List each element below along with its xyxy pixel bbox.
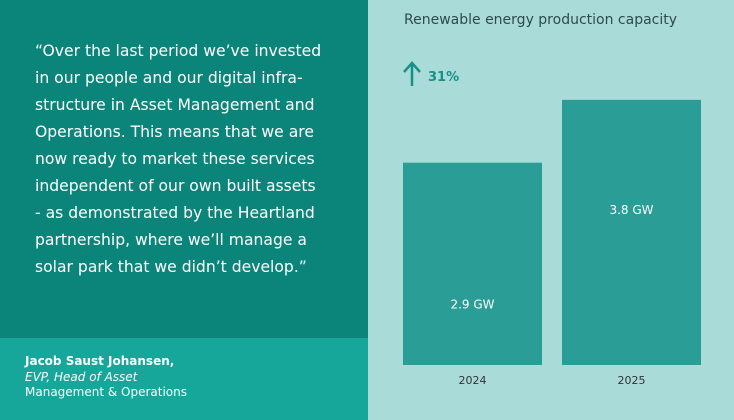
arrow-up-icon: [403, 61, 421, 86]
bar-2025: [562, 99, 701, 365]
quote-line: now ready to market these services: [35, 150, 315, 168]
attribution-name: Jacob Saust Johansen,: [25, 354, 175, 368]
attribution-role-line1: EVP, Head of Asset: [25, 370, 138, 384]
chart-title: Renewable energy production capacity: [404, 12, 678, 28]
bar-value-label: 2.9 GW: [450, 297, 494, 311]
quote-line: independent of our own built assets: [35, 177, 316, 195]
quote-line: “Over the last period we’ve invested: [35, 42, 322, 60]
quote-line: partnership, where we’ll manage a: [35, 231, 307, 249]
attribution-panel: Jacob Saust Johansen, EVP, Head of Asset…: [0, 338, 368, 420]
quote-line: structure in Asset Management and: [35, 96, 315, 114]
change-indicator: 31%: [402, 60, 482, 90]
quote-line: solar park that we didn’t develop.”: [35, 258, 307, 276]
quote-panel: “Over the last period we’ve invested in …: [0, 0, 368, 420]
quote-line: - as demonstrated by the Heartland: [35, 204, 315, 222]
quote-line: in our people and our digital infra-: [35, 69, 303, 87]
bar-value-label: 3.8 GW: [609, 203, 653, 217]
change-label: 31%: [428, 70, 460, 85]
quote-text: “Over the last period we’ve invested in …: [35, 38, 355, 281]
bar-2024: [403, 162, 542, 365]
chart-panel: Renewable energy production capacity 31%…: [368, 0, 734, 420]
bar-chart: 2.9 GW 2024 3.8 GW 2025: [403, 99, 701, 387]
x-tick-label: 2024: [459, 374, 487, 387]
x-tick-label: 2025: [618, 374, 646, 387]
attribution-role-line2: Management & Operations: [25, 385, 188, 399]
quote-line: Operations. This means that we are: [35, 123, 314, 141]
